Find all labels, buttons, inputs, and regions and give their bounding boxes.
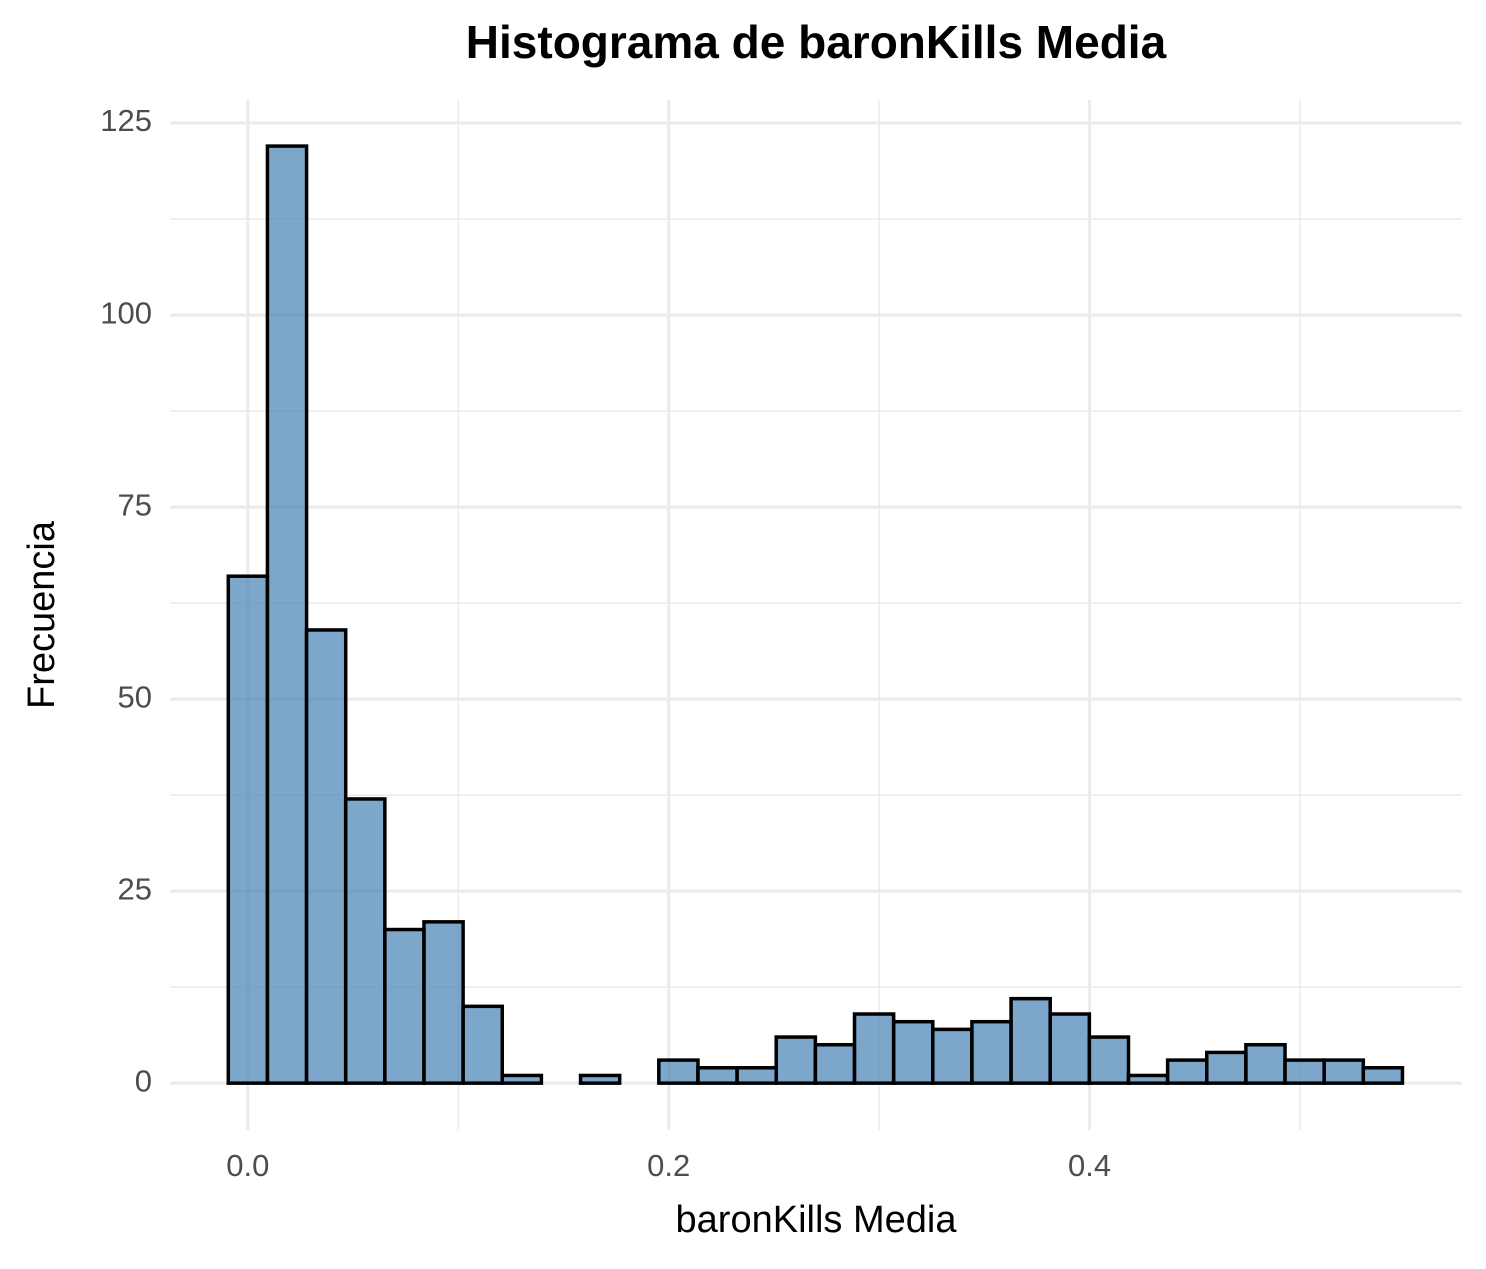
bar (852, 1012, 896, 1085)
y-axis-title: Frecuencia (21, 520, 63, 709)
bar (500, 1073, 544, 1085)
bar (696, 1066, 739, 1085)
bar (1048, 1012, 1092, 1085)
bar (1126, 1073, 1170, 1085)
bar (461, 1004, 505, 1085)
bar (931, 1027, 974, 1085)
bar (1283, 1058, 1326, 1085)
bar (343, 797, 387, 1085)
bar (226, 574, 270, 1085)
y-tick-label: 75 (118, 487, 152, 522)
x-tick-label: 0.0 (226, 1148, 269, 1183)
bar (383, 927, 426, 1085)
bar (1087, 1035, 1131, 1085)
bar (422, 920, 465, 1085)
bar (1009, 996, 1052, 1085)
bar (735, 1066, 778, 1085)
bar (1205, 1050, 1248, 1085)
y-tick-label: 100 (100, 295, 152, 330)
bar (970, 1019, 1013, 1085)
x-axis-title: baronKills Media (676, 1199, 958, 1241)
bar (813, 1042, 857, 1085)
bar (578, 1073, 622, 1085)
bar (891, 1019, 935, 1085)
y-tick-label: 0 (135, 1063, 152, 1098)
bar (304, 628, 348, 1085)
bar (1244, 1042, 1287, 1085)
bar (774, 1035, 818, 1085)
bar (1165, 1058, 1209, 1085)
y-tick-label: 50 (118, 679, 152, 714)
bar (1361, 1066, 1405, 1085)
y-tick-label: 125 (100, 103, 152, 138)
x-tick-label: 0.2 (647, 1148, 690, 1183)
bar (1322, 1058, 1366, 1085)
bar (265, 144, 309, 1085)
y-tick-label: 25 (118, 871, 152, 906)
bar (657, 1058, 700, 1085)
chart-title: Histograma de baronKills Media (466, 16, 1167, 68)
x-tick-label: 0.4 (1068, 1148, 1111, 1183)
